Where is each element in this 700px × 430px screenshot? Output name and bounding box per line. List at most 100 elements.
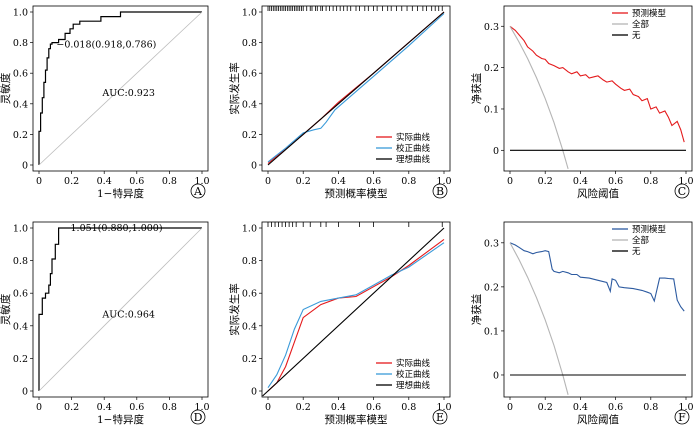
series-line-实际曲线 <box>267 238 445 392</box>
y-tick-label: 0 <box>22 387 28 398</box>
x-axis-label: 预测概率模型 <box>325 413 388 426</box>
y-tick-label: 0.2 <box>484 63 499 74</box>
x-tick-label: 1.0 <box>678 402 693 413</box>
x-tick-label: 1.0 <box>194 176 209 187</box>
y-tick-label: 0.1 <box>484 104 499 115</box>
x-tick-label: 0.8 <box>643 176 658 187</box>
x-tick-label: 0 <box>507 402 513 413</box>
y-tick-label: 0 <box>22 161 28 172</box>
legend-entry: 全部 <box>632 235 650 246</box>
x-tick-label: 0.2 <box>538 402 553 413</box>
x-tick-label: 0 <box>265 176 271 187</box>
y-tick-label: 0.2 <box>13 354 28 365</box>
y-tick-label: 0 <box>251 387 257 398</box>
y-tick-label: 0.6 <box>242 289 257 300</box>
panel-c: 0 0.2 0.4 0.6 0.8 1.0 0 0.1 0.2 0.3 风险阈值 净获益 预测模型全部无… <box>470 5 694 200</box>
y-tick-label: 0 <box>251 161 257 172</box>
panel-d: 0 0.2 0.4 0.6 0.8 1.0 0 0.2 0.4 0.6 0.8 1.0 1−特异度 灵敏度… <box>0 221 210 426</box>
panel-letter-circle <box>190 183 206 199</box>
y-tick-label: 0.2 <box>242 354 257 365</box>
x-tick-label: 0.4 <box>97 402 112 413</box>
y-axis-label: 实际发生率 <box>228 62 241 115</box>
auc-label: AUC:0.923 <box>101 88 155 99</box>
panel-b: 0 0.2 0.4 0.6 0.8 1.0 0 0.2 0.4 0.6 0.8 1.0 预测概率模型 实际… <box>228 5 452 200</box>
y-tick-label: 0.8 <box>242 38 257 49</box>
panel-letter: E <box>436 411 444 424</box>
series-line-全部 <box>509 242 569 395</box>
plot-frame <box>32 5 209 172</box>
x-axis-label: 1−特异度 <box>97 413 144 426</box>
legend-entry: 全部 <box>632 19 650 30</box>
x-tick-label: 0.2 <box>64 402 79 413</box>
x-tick-label: 0 <box>265 402 271 413</box>
x-axis-label: 1−特异度 <box>97 187 144 200</box>
y-tick-label: 1.0 <box>242 8 257 19</box>
y-tick-label: 0.4 <box>242 321 257 332</box>
series-line-roc-curve <box>38 11 202 165</box>
legend-box <box>372 358 448 395</box>
cutoff-annotation: −0.018(0.918,0.786) <box>56 40 156 51</box>
x-tick-label: 0.8 <box>401 402 416 413</box>
legend-entry: 理想曲线 <box>396 154 431 165</box>
x-tick-label: 0.8 <box>401 176 416 187</box>
series-line-预测模型 <box>509 25 685 143</box>
y-tick-label: 0.1 <box>484 326 499 337</box>
y-tick-label: 1.0 <box>242 224 257 235</box>
y-tick-label: 0.3 <box>484 238 499 249</box>
x-tick-label: 0.4 <box>573 176 588 187</box>
series-line-理想曲线 <box>262 227 445 397</box>
panel-letter-circle <box>432 183 448 199</box>
y-tick-label: 1.0 <box>13 224 28 235</box>
y-tick-label: 0.2 <box>484 282 499 293</box>
x-axis-label: 预测概率模型 <box>325 187 388 200</box>
x-tick-label: 0.2 <box>296 176 311 187</box>
x-tick-label: 0 <box>36 402 42 413</box>
x-tick-label: 0.4 <box>573 402 588 413</box>
panel-letter-circle <box>190 409 206 425</box>
y-tick-label: 0.4 <box>242 99 257 110</box>
panel-f: 0 0.2 0.4 0.6 0.8 1.0 0 0.1 0.2 0.3 风险阈值 净获益 预测模型全部无… <box>470 221 694 426</box>
y-tick-label: 0.6 <box>242 69 257 80</box>
x-tick-label: 0.6 <box>129 402 144 413</box>
legend-entry: 预测模型 <box>632 224 667 235</box>
panel-letter: C <box>678 185 686 198</box>
x-axis-label: 风险阈值 <box>577 413 619 426</box>
x-tick-label: 1.0 <box>436 176 451 187</box>
x-tick-label: 0.2 <box>538 176 553 187</box>
panel-e: 0 0.2 0.4 0.6 0.8 1.0 0 0.2 0.4 0.6 0.8 1.0 预测概率模型 实际… <box>228 221 452 426</box>
y-axis-label: 灵敏度 <box>0 72 12 104</box>
series-line-roc-curve <box>38 227 202 391</box>
plot-frame <box>32 221 209 398</box>
legend-entry: 预测模型 <box>632 8 667 19</box>
x-tick-label: 0.6 <box>608 176 623 187</box>
y-axis-label: 净获益 <box>470 293 483 325</box>
y-tick-label: 0.2 <box>13 130 28 141</box>
legend-box <box>608 224 690 261</box>
y-tick-label: 0.6 <box>13 289 28 300</box>
legend-entry: 无 <box>632 247 641 257</box>
y-tick-label: 0.2 <box>242 130 257 141</box>
series-line-全部 <box>509 26 569 170</box>
panel-letter: F <box>678 411 686 424</box>
x-tick-label: 0.4 <box>97 176 112 187</box>
panel-letter-circle <box>432 409 448 425</box>
x-tick-label: 0 <box>36 176 42 187</box>
y-tick-label: 0.4 <box>13 321 28 332</box>
y-axis-label: 净获益 <box>470 72 483 104</box>
x-tick-label: 0 <box>507 176 513 187</box>
y-tick-label: 0.6 <box>13 69 28 80</box>
auc-label: AUC:0.964 <box>101 310 155 321</box>
panel-a: 0 0.2 0.4 0.6 0.8 1.0 0 0.2 0.4 0.6 0.8 1.0 1−特异度 灵敏度… <box>0 5 210 200</box>
x-tick-label: 0.8 <box>643 402 658 413</box>
x-tick-label: 0.6 <box>129 176 144 187</box>
legend-entry: 校正曲线 <box>396 143 431 154</box>
y-tick-label: 1.0 <box>13 8 28 19</box>
series-line-reference-diagonal <box>38 227 203 392</box>
plot-frame <box>503 5 693 172</box>
series-line-预测模型 <box>509 242 685 312</box>
x-tick-label: 0.2 <box>296 402 311 413</box>
